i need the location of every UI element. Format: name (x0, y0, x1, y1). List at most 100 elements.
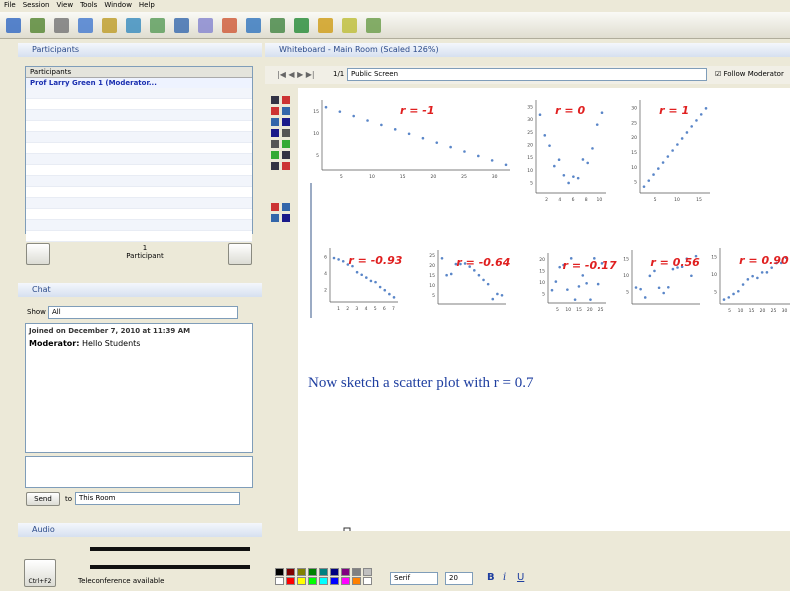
screen-select[interactable]: Public Screen (347, 68, 707, 81)
tool-button[interactable] (271, 151, 279, 159)
tool-button[interactable] (282, 203, 290, 211)
scatter-dot (685, 257, 689, 260)
count-label: Participant (126, 252, 164, 260)
tool-button[interactable] (282, 96, 290, 104)
mic-slider[interactable] (90, 547, 250, 551)
tool-button[interactable] (271, 162, 279, 170)
tool-button[interactable] (271, 129, 279, 137)
nav-arrows[interactable]: |◀ ◀ ▶ ▶| (277, 70, 315, 79)
scatter-dot (360, 273, 363, 277)
chat-log: Joined on December 7, 2010 at 11:39 AM M… (25, 323, 253, 453)
color-swatch[interactable] (319, 568, 328, 576)
send-button[interactable]: Send (26, 492, 60, 506)
y-tick-label: 10 (539, 280, 545, 286)
toolbar-button[interactable] (126, 18, 141, 33)
bold-button[interactable]: B (487, 572, 495, 583)
chat-header: Chat (18, 283, 262, 297)
tool-button[interactable] (282, 129, 290, 137)
menu-item[interactable]: Tools (80, 1, 98, 9)
toolbar-button[interactable] (198, 18, 213, 33)
empty-row (26, 176, 252, 187)
color-swatch[interactable] (286, 577, 295, 585)
to-select[interactable]: This Room (75, 492, 240, 505)
chat-input[interactable] (25, 456, 253, 488)
x-tick-label: 20 (760, 308, 766, 314)
tool-button[interactable] (282, 118, 290, 126)
toolbar-button[interactable] (318, 18, 333, 33)
y-tick-label: 5 (542, 291, 545, 297)
tool-button[interactable] (282, 214, 290, 222)
speaker-slider[interactable] (90, 565, 250, 569)
toolbar-button[interactable] (246, 18, 261, 33)
scatter-dot (756, 276, 759, 280)
color-swatch[interactable] (308, 577, 317, 585)
color-swatch[interactable] (341, 577, 350, 585)
color-swatch[interactable] (330, 568, 339, 576)
tool-button[interactable] (271, 96, 279, 104)
x-tick-label: 8 (585, 197, 588, 203)
raise-hand-button[interactable] (26, 243, 50, 265)
nav-bar: |◀ ◀ ▶ ▶| 1/1 Public Screen ☑ Follow Mod… (265, 66, 790, 84)
show-select[interactable]: All (48, 306, 238, 319)
exit-button[interactable] (228, 243, 252, 265)
scatter-dot (369, 279, 373, 283)
toolbar-button[interactable] (150, 18, 165, 33)
tool-button[interactable] (282, 151, 290, 159)
color-swatch[interactable] (286, 568, 295, 576)
scatter-dot (643, 296, 647, 299)
toolbar-button[interactable] (366, 18, 381, 33)
tool-button[interactable] (271, 118, 279, 126)
color-swatch[interactable] (352, 568, 361, 576)
tool-button[interactable] (271, 214, 279, 222)
scatter-dot (662, 291, 665, 295)
color-swatch[interactable] (363, 577, 372, 585)
toolbar-button[interactable] (54, 18, 69, 33)
color-swatch[interactable] (341, 568, 350, 576)
correlation-label: r = -0.64 (456, 256, 510, 269)
tool-button[interactable] (271, 203, 279, 211)
menu-item[interactable]: Session (22, 1, 50, 9)
scatter-dot (449, 145, 452, 149)
size-select[interactable]: 20 (445, 572, 473, 585)
color-swatch[interactable] (297, 577, 306, 585)
color-swatch[interactable] (275, 568, 284, 576)
toolbar-button[interactable] (174, 18, 189, 33)
color-swatch[interactable] (319, 577, 328, 585)
scatter-dot (553, 164, 556, 168)
color-swatch[interactable] (297, 568, 306, 576)
y-tick-label: 25 (631, 120, 637, 126)
underline-button[interactable]: U (517, 572, 525, 583)
toolbar-button[interactable] (78, 18, 93, 33)
scatter-dot (695, 119, 698, 122)
menu-item[interactable]: Help (138, 1, 155, 9)
font-select[interactable]: Serif (390, 572, 438, 585)
tool-button[interactable] (271, 140, 279, 148)
italic-button[interactable]: i (503, 572, 507, 583)
color-swatch[interactable] (352, 577, 361, 585)
tool-button[interactable] (282, 162, 290, 170)
talk-button[interactable]: Ctrl+F2 (24, 559, 56, 587)
toolbar-button[interactable] (342, 18, 357, 33)
toolbar-button[interactable] (294, 18, 309, 33)
color-swatch[interactable] (363, 568, 372, 576)
toolbar-button[interactable] (30, 18, 45, 33)
scatter-dot (341, 259, 345, 263)
menu-item[interactable]: File (4, 1, 16, 9)
toolbar-button[interactable] (222, 18, 237, 33)
toolbar-button[interactable] (270, 18, 285, 33)
menu-item[interactable]: Window (104, 1, 132, 9)
tool-button[interactable] (271, 107, 279, 115)
color-swatch[interactable] (330, 577, 339, 585)
scatter-dot (380, 123, 383, 127)
tool-button[interactable] (282, 107, 290, 115)
scatter-dot (548, 144, 551, 147)
color-swatch[interactable] (275, 577, 284, 585)
tool-button[interactable] (282, 140, 290, 148)
follow-checkbox[interactable]: ☑ Follow Moderator (715, 70, 784, 78)
toolbar-button[interactable] (6, 18, 21, 33)
toolbar-button[interactable] (102, 18, 117, 33)
participant-row[interactable]: Prof Larry Green 1 (Moderator... (26, 78, 252, 88)
color-swatch[interactable] (308, 568, 317, 576)
menu-item[interactable]: View (56, 1, 74, 9)
scatter-dot (741, 283, 745, 286)
